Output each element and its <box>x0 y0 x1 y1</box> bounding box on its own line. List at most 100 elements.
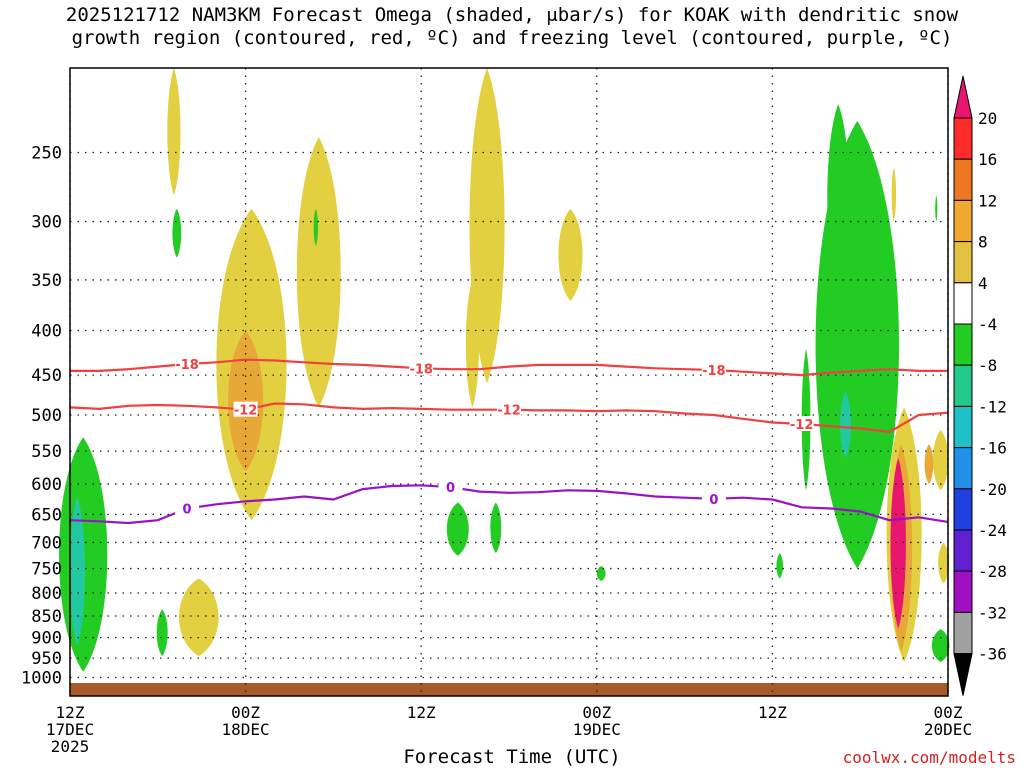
chart-title: 2025121712 NAM3KM Forecast Omega (shaded… <box>0 4 1024 50</box>
y-tick-label: 850 <box>31 607 62 627</box>
contour-line--18 <box>70 358 948 377</box>
colorbar-label: -12 <box>978 397 1007 416</box>
y-tick-label: 950 <box>31 649 62 669</box>
colorbar-label: 8 <box>978 233 988 252</box>
colorbar-swatch <box>953 529 973 572</box>
omega-shade-yellow <box>469 68 505 384</box>
contour-label: -12 <box>790 418 814 433</box>
omega-shade-green <box>931 629 950 663</box>
contour-label: -18 <box>409 362 433 377</box>
x-tick-label: 12Z <box>56 703 85 722</box>
contour-label-bg <box>409 360 434 376</box>
omega-shade-magenta <box>890 457 906 630</box>
omega-shade-yellow <box>558 208 583 301</box>
colorbar-label: -36 <box>978 645 1007 664</box>
omega-shade-green <box>172 208 182 258</box>
colorbar-label: 16 <box>978 150 997 169</box>
y-tick-label: 700 <box>31 533 62 553</box>
colorbar-label: 12 <box>978 191 997 210</box>
x-tick-label: 12Z <box>407 703 436 722</box>
contour-label: -12 <box>234 404 258 419</box>
contour-label: -18 <box>702 364 726 379</box>
contour-label-bg <box>175 500 200 516</box>
omega-shade-yellow <box>296 137 341 408</box>
omega-shade-green <box>827 104 850 291</box>
contour-label-bg <box>438 479 463 495</box>
y-tick-label: 350 <box>31 271 62 291</box>
omega-shade-yellow <box>938 542 950 584</box>
x-tick-label: 17DEC <box>46 720 94 739</box>
title-line-1: 2025121712 NAM3KM Forecast Omega (shaded… <box>65 4 959 26</box>
contour-label: -18 <box>175 358 199 373</box>
omega-shade-green <box>935 195 938 222</box>
contour-label-bg <box>233 401 258 417</box>
contour-label: 0 <box>446 481 455 496</box>
ground-surface <box>70 683 948 696</box>
credit-link[interactable]: coolwx.com/modelts <box>842 748 1016 767</box>
omega-shade-green <box>776 553 784 579</box>
colorbar-swatch <box>953 323 973 366</box>
omega-shade-green <box>156 609 168 657</box>
omega-shade-green <box>446 502 469 556</box>
contour-label: 0 <box>709 493 718 508</box>
contour-label: -12 <box>497 404 521 419</box>
omega-shade-yellow <box>179 578 219 657</box>
x-axis-title: Forecast Time (UTC) <box>403 746 621 768</box>
contour-label-bg <box>701 490 726 506</box>
colorbar-swatch <box>953 241 973 284</box>
omega-shade-yellow <box>167 68 181 196</box>
colorbar-label: -4 <box>978 315 997 334</box>
colorbar-label: -32 <box>978 603 1007 622</box>
y-tick-label: 500 <box>31 406 62 426</box>
x-tick-label: 00Z <box>231 703 260 722</box>
colorbar-label: -20 <box>978 480 1007 499</box>
contour-label-bg <box>789 415 814 431</box>
colorbar-label: -8 <box>978 356 997 375</box>
colorbar-swatch <box>953 405 973 449</box>
x-tick-label: 2025 <box>51 737 90 756</box>
y-tick-label: 800 <box>31 584 62 604</box>
y-tick-label: 750 <box>31 560 62 580</box>
contour-label-bg <box>497 401 521 417</box>
omega-shade-orange <box>228 330 264 472</box>
title-line-2: growth region (contoured, red, ºC) and f… <box>71 27 953 49</box>
colorbar-label: 4 <box>978 274 988 293</box>
x-tick-label: 18DEC <box>222 720 270 739</box>
y-tick-label: 400 <box>31 322 62 342</box>
x-tick-label: 19DEC <box>573 720 621 739</box>
colorbar-swatch <box>953 488 973 531</box>
colorbar-top-arrow <box>953 75 973 119</box>
y-tick-label: 300 <box>31 213 62 233</box>
colorbar-swatch <box>953 611 973 655</box>
omega-shade-green <box>596 566 606 581</box>
omega-shade-yellow <box>891 167 897 222</box>
x-tick-label: 20DEC <box>924 720 972 739</box>
colorbar-label: -24 <box>978 521 1007 540</box>
y-tick-label: 650 <box>31 505 62 525</box>
omega-shade-teal <box>840 391 852 458</box>
x-tick-label: 00Z <box>582 703 611 722</box>
contour-label-bg <box>701 362 726 378</box>
colorbar-label: 20 <box>978 109 997 128</box>
contour-label-bg <box>175 356 200 372</box>
contour-label: 0 <box>183 503 192 518</box>
y-tick-label: 600 <box>31 475 62 495</box>
omega-shade-orange <box>924 444 934 485</box>
colorbar-swatch <box>953 447 973 490</box>
y-tick-label: 900 <box>31 629 62 649</box>
x-tick-label: 12Z <box>758 703 787 722</box>
colorbar-label: -16 <box>978 439 1007 458</box>
y-tick-label: 1000 <box>21 669 62 689</box>
omega-shade-teal <box>69 496 85 646</box>
omega-shade-green <box>313 208 319 246</box>
plot-frame <box>69 67 949 697</box>
y-tick-label: 250 <box>31 144 62 164</box>
colorbar-swatch <box>953 199 973 243</box>
colorbar-bottom-arrow <box>953 653 973 696</box>
omega-shade-yellow <box>933 429 949 491</box>
x-tick-label: 00Z <box>934 703 963 722</box>
contour-line-0 <box>69 484 949 525</box>
colorbar-swatch <box>953 117 973 160</box>
colorbar-label: -28 <box>978 562 1007 581</box>
